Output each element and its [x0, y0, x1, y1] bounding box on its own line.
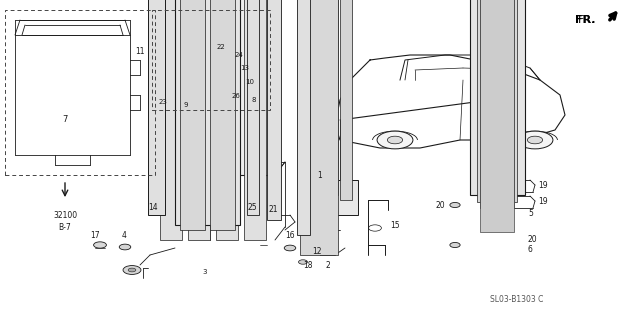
Bar	[180, 0, 205, 230]
Text: 20: 20	[435, 200, 445, 210]
Text: 21: 21	[268, 205, 278, 215]
Text: 12: 12	[312, 248, 321, 256]
Text: 16: 16	[285, 230, 295, 240]
Circle shape	[298, 260, 307, 264]
Bar	[152, 10, 270, 110]
Bar	[210, 0, 235, 230]
Bar	[297, 0, 310, 235]
Circle shape	[93, 242, 106, 248]
Bar	[303, 215, 335, 248]
Text: 25: 25	[247, 203, 257, 211]
Bar	[155, 0, 275, 175]
Bar	[216, 0, 238, 240]
Text: 32100: 32100	[53, 210, 77, 219]
Bar	[480, 0, 514, 208]
Bar	[161, 0, 179, 88]
Bar	[173, 0, 187, 100]
Circle shape	[387, 136, 403, 144]
Text: 24: 24	[235, 52, 244, 58]
Circle shape	[175, 102, 183, 106]
Text: 19: 19	[538, 197, 548, 206]
Bar	[477, 0, 517, 202]
Text: 22: 22	[217, 44, 226, 50]
Circle shape	[225, 66, 235, 71]
Bar	[195, 0, 213, 108]
Bar	[229, 0, 241, 88]
Bar	[219, 0, 231, 61]
Bar	[212, 0, 230, 100]
Bar	[148, 0, 165, 215]
Text: 26: 26	[232, 93, 241, 99]
Circle shape	[128, 268, 136, 272]
Text: 20: 20	[528, 236, 538, 244]
Text: 7: 7	[62, 115, 68, 125]
Text: 2: 2	[326, 261, 330, 269]
Bar	[470, 0, 525, 195]
Text: 17: 17	[90, 230, 100, 240]
Bar	[224, 0, 236, 74]
Text: 5: 5	[528, 210, 533, 218]
Bar	[188, 0, 210, 240]
Bar	[300, 0, 338, 255]
Text: FR.: FR.	[575, 15, 595, 25]
Bar	[175, 0, 240, 225]
Text: 14: 14	[148, 203, 158, 211]
Bar	[232, 0, 250, 103]
Circle shape	[284, 245, 296, 251]
Circle shape	[450, 203, 460, 208]
Bar	[320, 180, 358, 215]
Bar	[195, 0, 225, 168]
Circle shape	[220, 53, 230, 58]
Bar	[322, 0, 338, 195]
Bar	[483, 0, 501, 108]
Circle shape	[377, 131, 413, 149]
Text: B-7: B-7	[59, 223, 72, 232]
Text: 11: 11	[136, 48, 145, 56]
Text: 6: 6	[528, 245, 533, 255]
Text: 18: 18	[303, 261, 313, 269]
Text: 15: 15	[390, 221, 399, 230]
Bar	[201, 0, 213, 53]
Bar	[480, 0, 514, 232]
Text: FR.: FR.	[578, 15, 595, 25]
Circle shape	[202, 44, 212, 49]
Circle shape	[230, 80, 240, 85]
Circle shape	[517, 131, 553, 149]
Text: 19: 19	[538, 182, 548, 191]
Text: 4: 4	[122, 230, 127, 240]
Circle shape	[119, 244, 131, 250]
Text: 8: 8	[252, 97, 257, 103]
Text: 23: 23	[158, 99, 167, 105]
Bar	[490, 0, 498, 100]
Text: 3: 3	[203, 269, 207, 275]
Text: 1: 1	[317, 171, 323, 179]
Bar	[247, 0, 259, 215]
Circle shape	[123, 266, 141, 275]
Circle shape	[527, 136, 543, 144]
Bar	[244, 0, 266, 240]
Bar	[267, 0, 281, 220]
Text: 13: 13	[240, 65, 249, 71]
Bar	[340, 0, 352, 200]
Text: 9: 9	[184, 102, 188, 108]
Bar	[5, 10, 155, 175]
Text: SL03-B1303 C: SL03-B1303 C	[490, 295, 543, 305]
Circle shape	[450, 243, 460, 248]
Text: 10: 10	[245, 79, 254, 85]
Bar	[160, 0, 182, 240]
